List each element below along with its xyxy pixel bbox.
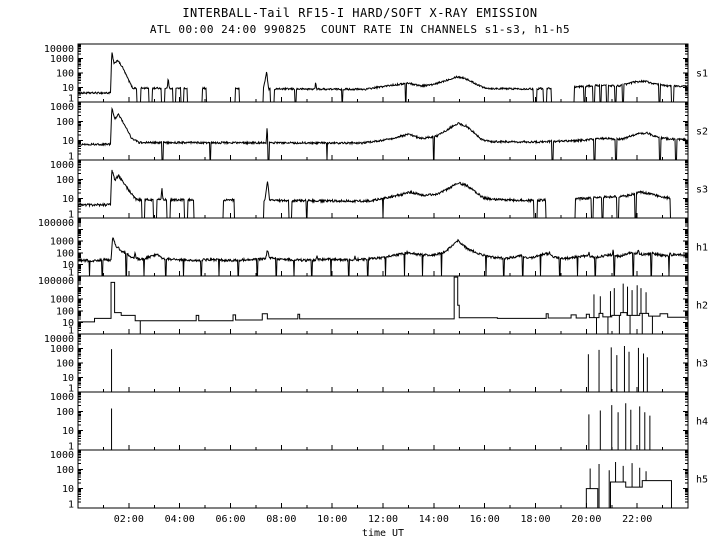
trace-h3 [78, 345, 688, 392]
x-tick-label: 18:00 [520, 514, 550, 525]
channel-label-s1: s1 [696, 69, 708, 80]
x-tick-label: 20:00 [571, 514, 601, 525]
channel-label-h3: h3 [696, 359, 708, 370]
y-tick-label: 100000 [38, 276, 74, 287]
x-tick-label: 06:00 [215, 514, 245, 525]
trace-h5 [78, 461, 688, 508]
panel-border-h5 [77, 449, 689, 509]
y-tick-label: 100 [56, 306, 74, 317]
trace-s3 [78, 169, 688, 218]
y-tick-label: 1 [68, 500, 74, 511]
trace-h1 [78, 237, 688, 276]
y-tick-label: 1000 [50, 344, 74, 355]
y-tick-label: 1 [68, 442, 74, 453]
y-tick-label: 100 [56, 175, 74, 186]
panel-h4: 1000 100 10 1 h4 [50, 391, 708, 453]
y-tick-label: 1 [68, 384, 74, 395]
trace-s1 [78, 52, 688, 102]
y-tick-label: 1 [68, 94, 74, 105]
panel-border-h4 [77, 391, 689, 451]
y-tick-label: 10 [62, 194, 74, 205]
x-tick-label: 04:00 [165, 514, 195, 525]
x-tick-label: 10:00 [317, 514, 347, 525]
x-tick-label: 08:00 [266, 514, 296, 525]
y-tick-label: 1000 [50, 237, 74, 248]
trace-h4 [78, 403, 688, 450]
y-tick-label: 1000 [50, 102, 74, 113]
channel-label-s2: s2 [696, 127, 708, 138]
x-axis-title: time UT [362, 528, 404, 539]
y-tick-label: 1 [68, 326, 74, 337]
channel-label-h4: h4 [696, 417, 708, 428]
y-tick-label: 10 [62, 426, 74, 437]
y-tick-label: 1000 [50, 450, 74, 461]
y-tick-label: 10 [62, 318, 74, 329]
x-tick-label: 22:00 [622, 514, 652, 525]
y-tick-label: 10 [62, 484, 74, 495]
y-tick-label: 10 [62, 373, 74, 384]
chart-title: INTERBALL-Tail RF15-I HARD/SOFT X-RAY EM… [182, 6, 538, 20]
y-tick-label: 100 [56, 359, 74, 370]
y-tick-label: 10 [62, 83, 74, 94]
channel-label-h1: h1 [696, 243, 708, 254]
y-tick-label: 1 [68, 152, 74, 163]
channel-label-s3: s3 [696, 185, 708, 196]
trace-h2 [78, 276, 688, 334]
y-tick-label: 1000 [50, 295, 74, 306]
y-tick-label: 10000 [44, 334, 74, 345]
chart-subtitle: ATL 00:00 24:00 990825 COUNT RATE IN CHA… [149, 23, 571, 36]
panel-h5: 1000 100 10 1 h5 [50, 449, 708, 511]
axis-ticks-s1 [78, 43, 688, 103]
panel-border-h1 [77, 217, 689, 277]
y-tick-label: 1000 [50, 392, 74, 403]
axis-ticks-h1 [78, 217, 688, 277]
y-tick-label: 1000 [50, 54, 74, 65]
x-tick-label: 14:00 [419, 514, 449, 525]
x-tick-label: 12:00 [368, 514, 398, 525]
y-tick-label: 10 [62, 136, 74, 147]
panel-border-h3 [77, 333, 689, 393]
axis-ticks-s2 [78, 102, 688, 161]
y-tick-label: 100 [56, 117, 74, 128]
y-tick-label: 1 [68, 268, 74, 279]
panel-border-s2 [77, 101, 689, 161]
panel-border-s1 [77, 43, 689, 103]
y-tick-label: 100 [56, 248, 74, 259]
axis-ticks-h4 [78, 392, 688, 451]
trace-s2 [78, 106, 688, 160]
y-tick-label: 1000 [50, 160, 74, 171]
x-tick-label: 16:00 [470, 514, 500, 525]
y-tick-label: 100000 [38, 218, 74, 229]
channel-label-h2: h2 [696, 301, 708, 312]
panel-s2: 1000 100 10 1 s2 [50, 101, 708, 163]
axis-ticks-h3 [78, 333, 688, 393]
y-tick-label: 1 [68, 210, 74, 221]
y-tick-label: 100 [56, 69, 74, 80]
panel-s3: 1000 100 10 1 s3 [50, 159, 708, 221]
y-tick-label: 100 [56, 407, 74, 418]
y-tick-label: 100 [56, 465, 74, 476]
axis-ticks-h5 [78, 450, 688, 509]
y-tick-label: 10000 [44, 44, 74, 55]
channel-label-h5: h5 [696, 475, 708, 486]
x-tick-label: 02:00 [114, 514, 144, 525]
y-tick-label: 10 [62, 260, 74, 271]
